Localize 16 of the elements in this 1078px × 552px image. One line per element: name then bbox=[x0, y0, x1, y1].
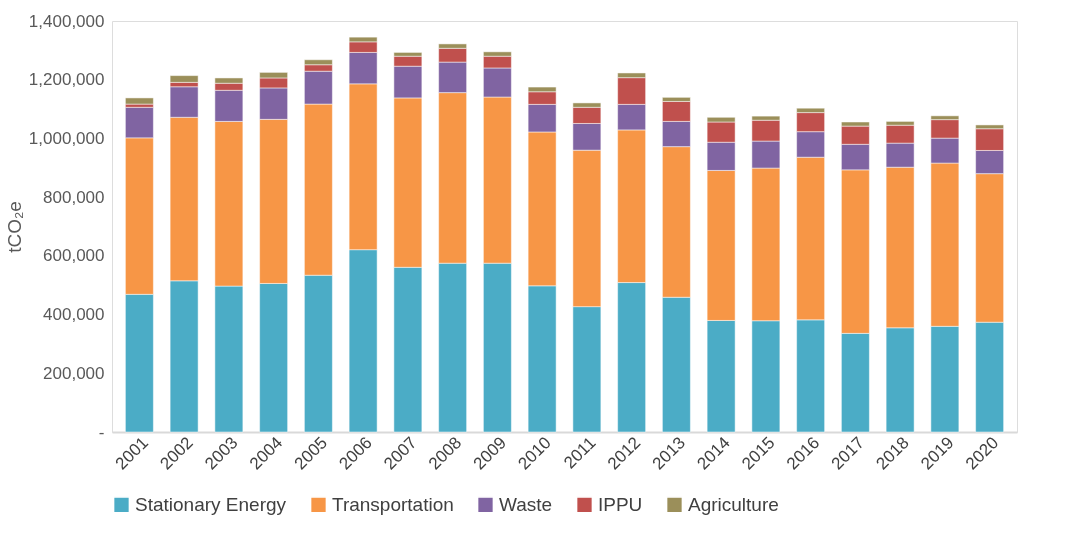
y-tick-label: 400,000 bbox=[43, 305, 105, 325]
y-tick-label: - bbox=[98, 422, 105, 442]
legend-label: Stationary Energy bbox=[135, 493, 287, 515]
legend-label: IPPU bbox=[598, 493, 643, 515]
y-tick-label: 800,000 bbox=[43, 187, 105, 207]
y-tick-label: 1,400,000 bbox=[28, 11, 105, 31]
y-tick-label: 600,000 bbox=[43, 246, 105, 266]
legend-label: Waste bbox=[499, 493, 553, 515]
legend-label: Transportation bbox=[332, 493, 454, 515]
y-tick-label: 1,000,000 bbox=[28, 128, 105, 148]
legend-label: Agriculture bbox=[688, 493, 779, 515]
bar bbox=[169, 75, 199, 83]
y-tick-label: 200,000 bbox=[43, 363, 105, 383]
y-axis-title: tCO₂e bbox=[3, 201, 25, 253]
bar bbox=[125, 97, 154, 105]
y-tick-label: 1,200,000 bbox=[28, 70, 105, 90]
